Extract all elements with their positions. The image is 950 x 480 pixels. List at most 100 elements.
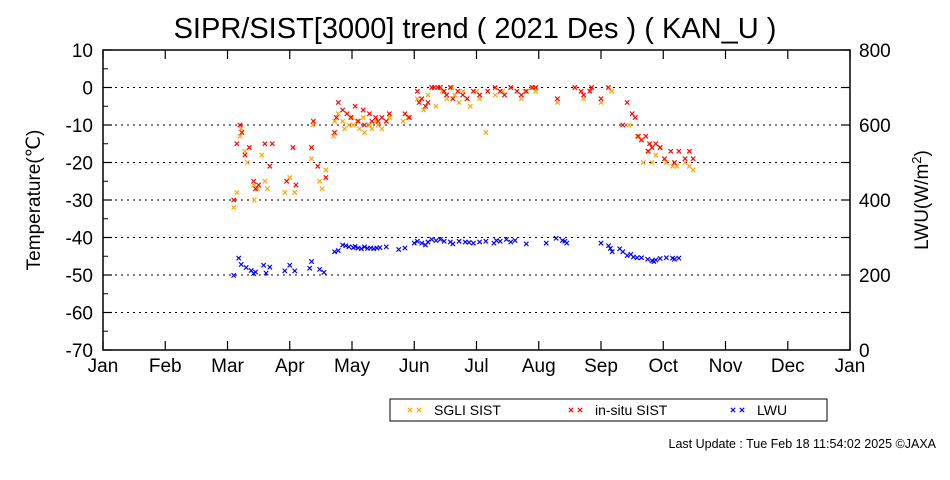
- data-point: [626, 122, 632, 128]
- data-point: [444, 92, 450, 98]
- data-point: [267, 163, 273, 169]
- data-point: [242, 152, 248, 158]
- data-point: [344, 111, 350, 117]
- data-point: [231, 204, 237, 211]
- data-point: [284, 178, 290, 184]
- y-axis-tick-labels: 10 0 -10 -20 -30 -40 -50 -60 -70: [66, 41, 93, 362]
- data-point: [554, 96, 561, 102]
- data-point: [348, 114, 354, 121]
- data-point: [323, 167, 329, 173]
- data-point: [605, 84, 612, 91]
- data-point: [671, 159, 678, 166]
- data-point: [649, 159, 655, 166]
- x-tick-label: May: [334, 356, 370, 377]
- data-point: [321, 269, 327, 275]
- data-point: [355, 118, 361, 124]
- data-point: [638, 255, 645, 261]
- data-point: [267, 264, 273, 270]
- x-tick-label: Jul: [464, 356, 488, 377]
- data-point: [645, 148, 651, 154]
- x-tick-label: Oct: [648, 356, 678, 377]
- data-point: [657, 255, 663, 262]
- data-point: [578, 88, 584, 94]
- data-point: [508, 84, 514, 91]
- data-point: [455, 88, 461, 94]
- data-point: [518, 92, 524, 98]
- data-point: [676, 255, 682, 261]
- data-point: [572, 84, 578, 91]
- data-point: [282, 189, 288, 196]
- data-point: [360, 114, 366, 121]
- data-point: [470, 240, 476, 246]
- data-point: [356, 126, 363, 132]
- data-point: [402, 245, 408, 251]
- data-point: [422, 103, 429, 109]
- data-point: [643, 133, 649, 139]
- data-point: [447, 84, 453, 91]
- x-tick-label: Sep: [584, 356, 618, 377]
- data-point: [657, 144, 663, 151]
- data-point: [686, 163, 692, 169]
- data-point: [315, 163, 321, 169]
- legend-marker: [568, 407, 574, 413]
- data-point: [634, 133, 640, 139]
- data-point: [350, 122, 356, 128]
- data-point: [649, 144, 655, 151]
- series-in-situ-sist: [231, 84, 696, 203]
- data-point: [470, 88, 476, 94]
- data-point: [485, 88, 491, 94]
- data-point: [456, 238, 462, 244]
- data-points: [231, 84, 696, 278]
- data-point: [425, 239, 431, 245]
- data-point: [292, 268, 298, 274]
- data-point: [661, 156, 668, 162]
- data-point: [231, 197, 237, 203]
- x-tick-label: Apr: [275, 356, 305, 377]
- data-point: [460, 88, 466, 94]
- data-point: [375, 118, 381, 124]
- legend: SGLI SIST in-situ SIST LWU: [389, 398, 828, 422]
- data-point: [361, 129, 368, 136]
- data-point: [246, 144, 252, 151]
- data-point: [607, 245, 613, 251]
- data-point: [259, 152, 265, 158]
- y-tick-label: -40: [66, 229, 93, 250]
- data-point: [264, 186, 270, 192]
- y-tick-label: -20: [66, 154, 93, 175]
- data-point: [375, 122, 381, 128]
- data-point: [308, 144, 315, 151]
- chart-title: SIPR/SIST[3000] trend ( 2021 Des ) ( KAN…: [174, 13, 777, 45]
- data-point: [262, 178, 268, 184]
- data-point: [503, 236, 509, 242]
- data-point: [282, 268, 288, 274]
- data-point: [396, 246, 402, 253]
- data-point: [414, 88, 420, 94]
- data-point: [366, 111, 373, 117]
- data-point: [425, 92, 431, 98]
- data-point: [609, 249, 615, 255]
- data-point: [632, 114, 638, 121]
- data-point: [630, 254, 636, 260]
- data-point: [373, 114, 379, 121]
- data-point: [419, 240, 425, 246]
- data-point: [477, 96, 483, 102]
- data-point: [308, 258, 315, 265]
- data-point: [477, 239, 483, 245]
- data-point: [331, 129, 338, 136]
- data-point: [243, 264, 249, 271]
- legend-label: SGLI SIST: [434, 402, 501, 418]
- data-point: [456, 99, 462, 106]
- x-tick-label: Mar: [211, 356, 244, 377]
- data-point: [234, 141, 240, 147]
- data-point: [497, 238, 503, 244]
- data-point: [256, 182, 262, 188]
- data-point: [419, 96, 425, 102]
- data-point: [439, 88, 445, 94]
- data-point: [514, 88, 520, 94]
- x-tick-label: Feb: [149, 356, 182, 377]
- data-point: [449, 84, 455, 91]
- data-point: [307, 265, 313, 271]
- data-point: [676, 148, 682, 154]
- data-point: [369, 118, 375, 124]
- data-point: [663, 255, 669, 261]
